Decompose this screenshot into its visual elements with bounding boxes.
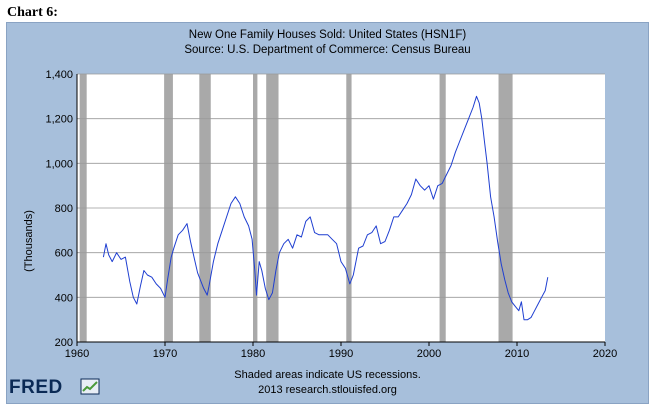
- chart-title: New One Family Houses Sold: United State…: [188, 29, 467, 41]
- x-tick-label: 1980: [241, 348, 265, 360]
- recession-note: Shaded areas indicate US recessions.: [234, 369, 421, 381]
- y-tick-label: 1,200: [45, 114, 73, 126]
- x-tick-label: 2020: [593, 348, 617, 360]
- fred-logo: FRED: [9, 377, 63, 398]
- y-tick-label: 1,400: [45, 69, 73, 81]
- chart-subtitle: Source: U.S. Department of Commerce: Cen…: [184, 44, 471, 56]
- x-tick-label: 2010: [505, 348, 529, 360]
- copyright-note: 2013 research.stlouisfed.org: [258, 384, 397, 396]
- x-tick-label: 1960: [65, 348, 89, 360]
- y-tick-label: 800: [55, 203, 73, 215]
- fred-chart-icon: [80, 378, 100, 395]
- y-tick-label: 400: [55, 292, 73, 304]
- chart-number-label: Chart 6:: [7, 5, 58, 20]
- x-tick-label: 1970: [153, 348, 177, 360]
- series-line: [102, 95, 549, 321]
- y-tick-label: 1,000: [45, 158, 73, 170]
- x-tick-label: 2000: [417, 348, 441, 360]
- y-tick-label: 200: [55, 337, 73, 349]
- x-tick-label: 1990: [329, 348, 353, 360]
- y-tick-label: 600: [55, 248, 73, 260]
